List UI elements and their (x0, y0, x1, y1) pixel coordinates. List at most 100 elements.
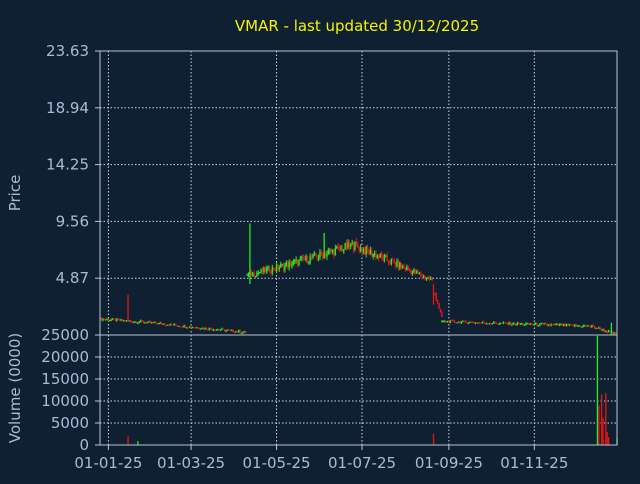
candle-body (216, 329, 219, 331)
candle-body (396, 260, 398, 267)
volume-tick-label: 0 (79, 436, 89, 454)
candle-body (378, 255, 380, 258)
candle-body (177, 326, 180, 328)
candle-body (438, 303, 440, 309)
candle-body (392, 259, 394, 261)
candle-body (578, 325, 580, 327)
candle-body (403, 266, 405, 268)
candle-body (609, 330, 611, 332)
candle-body (104, 319, 107, 321)
candle-body (386, 255, 388, 261)
candle-body (110, 319, 112, 321)
candle-body (181, 326, 184, 328)
candle-body (306, 255, 309, 264)
candle-body (298, 259, 300, 266)
candle-body (357, 244, 359, 248)
volume-tick-label: 10000 (41, 392, 89, 410)
candle-body (204, 327, 206, 330)
candle-body (605, 330, 607, 332)
candle-body (257, 272, 260, 274)
candle-body (532, 324, 534, 326)
candle-body (260, 268, 262, 273)
candle-body (280, 264, 282, 268)
volume-bar (602, 418, 604, 445)
candle-body (446, 321, 449, 323)
candle-body (287, 262, 289, 268)
candle-body (554, 324, 557, 326)
volume-bar (606, 431, 608, 445)
candle-body (436, 300, 439, 304)
price-tick-label: 23.63 (46, 42, 89, 60)
candle-body (238, 330, 240, 333)
candle-body (549, 324, 551, 326)
volume-bar (127, 436, 129, 445)
candle-body (427, 277, 429, 279)
candle-body (537, 325, 540, 327)
candle-body (507, 323, 509, 325)
candle-body (155, 321, 157, 324)
candle-body (288, 262, 290, 268)
candle-body (145, 322, 147, 324)
candle-body (218, 329, 220, 331)
candle-body (581, 326, 583, 328)
candle-body (312, 253, 314, 258)
candle-body (253, 272, 255, 277)
candle-body (477, 322, 479, 324)
candle-body (556, 324, 558, 326)
candle-body (407, 267, 409, 270)
candle-body (153, 321, 156, 323)
candle-body (352, 245, 355, 250)
candle-body (460, 321, 463, 324)
candle-body (429, 278, 432, 280)
candle-body (183, 325, 185, 328)
volume-bar (607, 437, 610, 445)
candle-body (309, 256, 311, 263)
candle-body (226, 329, 229, 331)
candle-body (511, 324, 513, 326)
candle-body (194, 327, 196, 329)
candle-body (267, 266, 269, 269)
candle-body (344, 243, 346, 250)
x-tick-label: 01-11-25 (500, 454, 568, 472)
candle-body (563, 324, 565, 326)
candle-body (575, 324, 578, 326)
volume-plot-frame (99, 334, 618, 446)
candle-body (557, 324, 559, 326)
candle-body (404, 267, 407, 270)
candle-body (236, 331, 239, 333)
candle-body (162, 323, 164, 325)
candle-body (109, 320, 111, 322)
candle-body (295, 259, 297, 261)
candle-body (242, 332, 244, 334)
candle-body (351, 242, 353, 244)
candle-body (159, 322, 161, 324)
candle-body (329, 249, 331, 251)
candle-body (100, 317, 103, 321)
candle-body (441, 321, 443, 323)
candle-body (201, 327, 203, 329)
candle-body (505, 322, 508, 324)
volume-tick-label: 15000 (41, 370, 89, 388)
candle-body (221, 328, 223, 330)
candle-body (368, 250, 370, 254)
candle-body (135, 321, 138, 324)
candle-body (330, 249, 332, 252)
candle-body (338, 246, 341, 250)
candle-body (613, 332, 615, 334)
candle-body (483, 321, 485, 323)
candle-body (158, 322, 160, 325)
candle-body (270, 272, 272, 274)
candle-body (266, 268, 268, 273)
candle-body (512, 322, 515, 325)
candle-body (291, 264, 293, 267)
volume-tick-label: 25000 (41, 326, 89, 344)
volume-axis-label: Volume (0000) (6, 333, 24, 443)
candle-body (167, 324, 170, 326)
candle-body (261, 268, 264, 273)
candle-body (198, 328, 201, 330)
candle-body (243, 331, 246, 333)
candle-body (539, 323, 541, 326)
candle-body (310, 256, 313, 258)
candle-body (502, 322, 505, 324)
